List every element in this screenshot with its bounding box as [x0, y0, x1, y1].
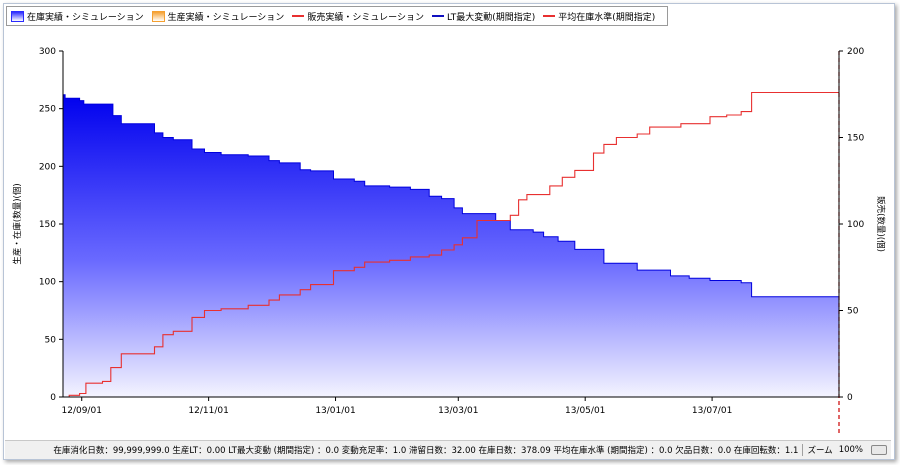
y-tick-label-left: 50 — [45, 335, 57, 345]
status-separator — [802, 444, 804, 456]
legend-label: LT最大変動(期間指定) — [446, 12, 536, 23]
y-axis-title-right: 販売(数量)(個) — [875, 196, 886, 252]
legend-swatch — [11, 10, 24, 22]
legend-swatch — [431, 15, 444, 17]
zoom-label: ズーム — [807, 446, 833, 456]
inventory-area — [63, 94, 839, 398]
sales-line — [63, 91, 839, 398]
y-tick-label-left: 100 — [39, 278, 56, 288]
legend-swatch — [543, 15, 556, 17]
y-tick-label-left: 200 — [39, 162, 56, 172]
legend-label: 在庫実績・シミュレーション — [27, 12, 144, 23]
status-bar: 在庫消化日数：99,999,999.0 生産LT：0.00 LT最大変動 (期間… — [5, 440, 891, 459]
zoom-value: 100% — [838, 445, 863, 455]
legend-item: 平均在庫水準(期間指定) — [543, 10, 655, 23]
legend-item: 生産実績・シミュレーション — [151, 10, 285, 23]
x-tick-label: 13/03/01 — [438, 406, 478, 416]
y-tick-label-left: 0 — [50, 393, 56, 403]
legend-label: 生産実績・シミュレーション — [167, 12, 285, 23]
legend-item: 販売実績・シミュレーション — [292, 10, 424, 23]
legend-swatch — [151, 10, 165, 22]
chart-legend: 在庫実績・シミュレーション 生産実績・シミュレーション 販売実績・シミュレーション L… — [6, 6, 669, 26]
y-tick-label-right: 100 — [847, 220, 864, 230]
x-tick-label: 13/07/01 — [692, 406, 732, 416]
zoom-slider[interactable] — [871, 445, 887, 455]
y-tick-label-left: 250 — [39, 105, 56, 115]
legend-label: 平均在庫水準(期間指定) — [558, 12, 656, 23]
x-tick-label: 12/09/01 — [62, 406, 102, 416]
y-tick-label-left: 150 — [39, 220, 56, 230]
y-axis-title-left: 生産・在庫(数量)(個) — [12, 183, 23, 264]
status-text: 在庫消化日数：99,999,999.0 生産LT：0.00 LT最大変動 (期間… — [53, 446, 799, 456]
x-tick-label: 13/05/01 — [565, 406, 605, 416]
y-tick-label-left: 300 — [39, 47, 56, 57]
inventory-line — [63, 94, 839, 298]
legend-item: LT最大変動(期間指定) — [431, 10, 536, 23]
x-tick-label: 12/11/01 — [188, 406, 228, 416]
x-tick-label: 13/01/01 — [315, 406, 355, 416]
legend-swatch — [292, 15, 305, 17]
y-tick-label-right: 150 — [847, 134, 864, 144]
legend-label: 販売実績・シミュレーション — [307, 12, 424, 23]
legend-item: 在庫実績・シミュレーション — [11, 10, 144, 23]
y-tick-label-right: 50 — [847, 307, 859, 317]
y-tick-label-right: 0 — [847, 393, 853, 403]
y-tick-label-right: 200 — [847, 47, 864, 57]
